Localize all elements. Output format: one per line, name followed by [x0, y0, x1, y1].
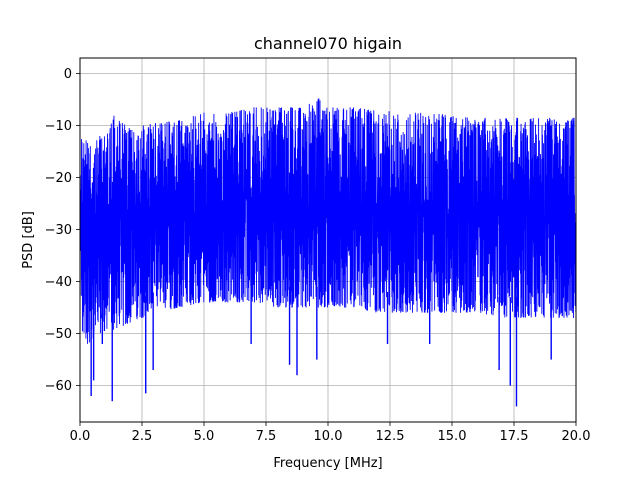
x-tick-label: 12.5 [376, 429, 405, 444]
x-axis-label: Frequency [MHz] [273, 456, 382, 471]
x-tick-label: 17.5 [500, 429, 529, 444]
y-tick-label: −10 [45, 119, 72, 134]
x-tick-label: 15.0 [438, 429, 467, 444]
y-tick-label: 0 [64, 67, 72, 82]
y-tick-label: −50 [45, 327, 72, 342]
x-tick-label: 7.5 [256, 429, 277, 444]
x-tick-label: 2.5 [132, 429, 153, 444]
y-tick-label: −60 [45, 379, 72, 394]
y-axis-label: PSD [dB] [21, 211, 36, 269]
x-tick-label: 20.0 [562, 429, 591, 444]
psd-trace [80, 98, 576, 344]
y-tick-label: −20 [45, 171, 72, 186]
x-tick-label: 0.0 [70, 429, 91, 444]
series-layer [80, 98, 576, 407]
x-tick-label: 5.0 [194, 429, 215, 444]
y-tick-label: −40 [45, 275, 72, 290]
x-axis: 0.0 2.5 5.0 7.5 10.0 12.5 15.0 17.5 20.0 [70, 422, 591, 444]
y-tick-label: −30 [45, 223, 72, 238]
y-axis: 0 −10 −20 −30 −40 −50 −60 [45, 67, 80, 394]
x-tick-label: 10.0 [314, 429, 343, 444]
chart-title: channel070 higain [254, 34, 402, 53]
